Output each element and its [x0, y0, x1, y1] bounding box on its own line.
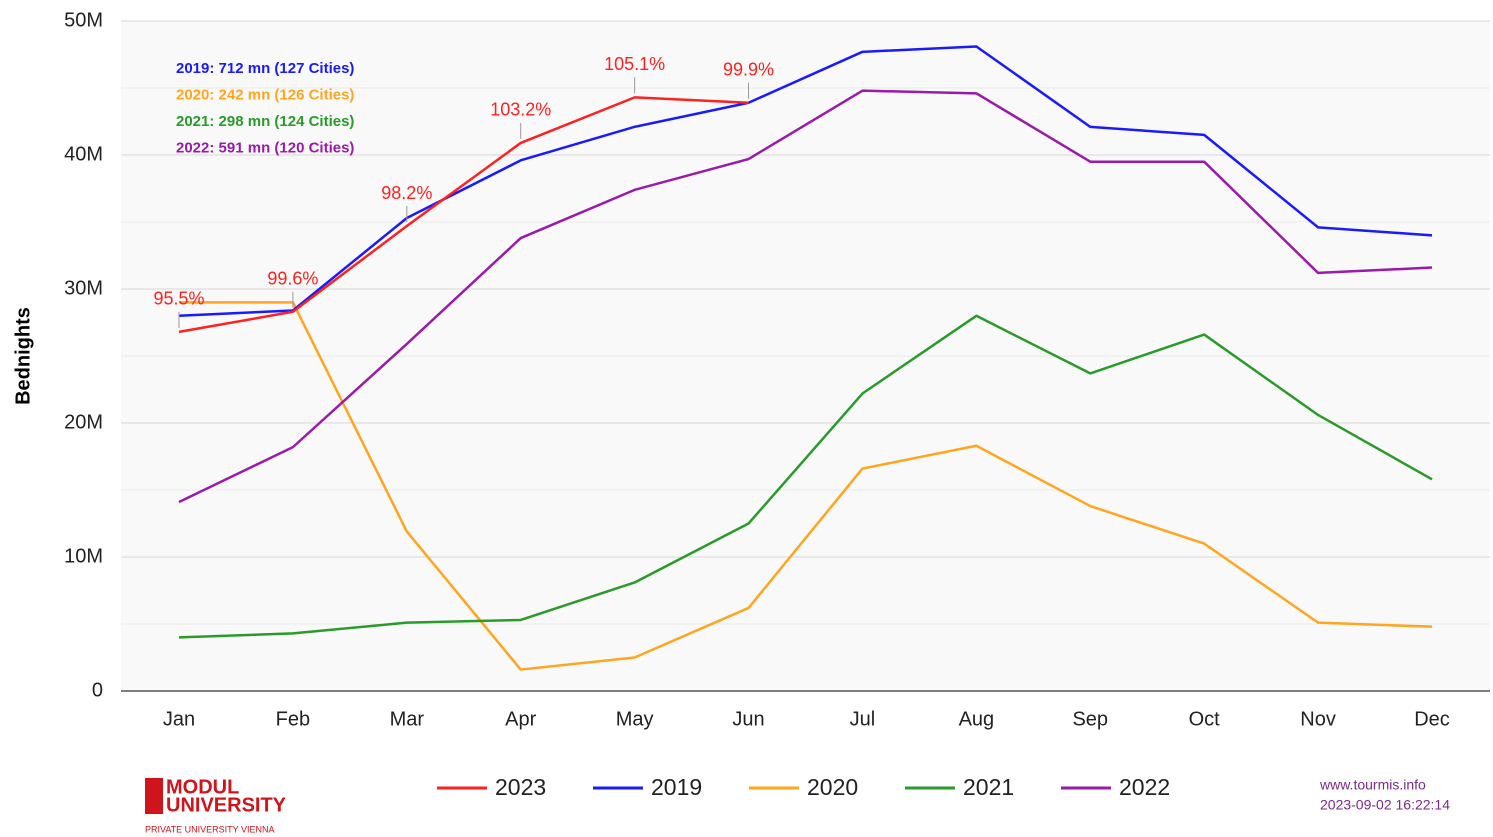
legend-label: 2023	[495, 774, 546, 800]
summary-text: 2019: 712 mn (127 Cities)	[176, 60, 354, 77]
x-tick-label: Aug	[959, 708, 995, 730]
legend-label: 2022	[1119, 774, 1170, 800]
annotation: 105.1%	[604, 54, 665, 74]
x-tick-label: Sep	[1072, 708, 1108, 730]
legend-label: 2021	[963, 774, 1014, 800]
timestamp: 2023-09-02 16:22:14	[1320, 797, 1450, 813]
legend-label: 2019	[651, 774, 702, 800]
y-axis-label: Bednights	[12, 307, 34, 405]
annotation: 103.2%	[490, 100, 551, 120]
x-tick-label: Jun	[732, 708, 764, 730]
series-line	[178, 45, 1433, 318]
x-tick-label: Mar	[390, 708, 425, 730]
series-line	[179, 301, 1433, 671]
annotation: 98.2%	[381, 183, 432, 203]
legend-label: 2020	[807, 774, 858, 800]
y-tick-label: 0	[92, 679, 103, 701]
series-line	[178, 96, 749, 334]
logo-line2: UNIVERSITY	[166, 794, 287, 816]
x-tick-label: Apr	[505, 708, 536, 730]
logo-tagline: PRIVATE UNIVERSITY VIENNA	[145, 824, 275, 834]
x-tick-label: Jul	[850, 708, 876, 730]
source: www.tourmis.info	[1319, 777, 1426, 793]
y-tick-label: 20M	[64, 411, 103, 433]
y-tick-label: 40M	[64, 143, 103, 165]
logo-line1: MODUL	[166, 776, 239, 798]
y-tick-label: 30M	[64, 277, 103, 299]
y-tick-label: 50M	[64, 9, 103, 31]
annotation: 95.5%	[153, 289, 204, 309]
x-tick-label: Oct	[1189, 708, 1221, 730]
summary-text: 2022: 591 mn (120 Cities)	[176, 139, 354, 156]
x-tick-label: Jan	[163, 708, 195, 730]
x-tick-label: Dec	[1414, 708, 1450, 730]
x-tick-label: Nov	[1300, 708, 1336, 730]
y-tick-label: 10M	[64, 545, 103, 567]
annotation: 99.9%	[723, 59, 774, 79]
x-tick-label: May	[616, 708, 654, 730]
x-tick-label: Feb	[276, 708, 310, 730]
summary-text: 2021: 298 mn (124 Cities)	[176, 113, 354, 130]
annotation: 99.6%	[267, 269, 318, 289]
summary-text: 2020: 242 mn (126 Cities)	[176, 86, 354, 103]
series-line	[178, 89, 1433, 504]
series-line	[178, 314, 1433, 639]
logo-icon	[145, 778, 163, 814]
